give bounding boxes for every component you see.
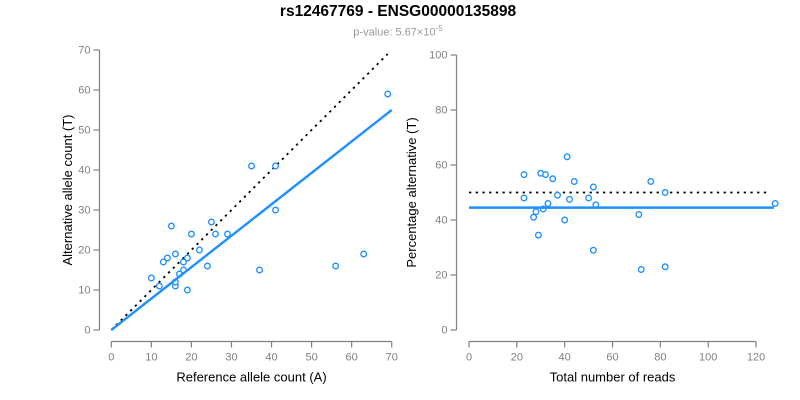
data-point [163,254,171,262]
data-point [520,194,528,202]
x-tick-label: 20 [185,352,197,364]
y-tick-label: 20 [78,245,90,257]
x-tick-label: 120 [747,352,765,364]
data-point [195,246,203,254]
x-tick-label: 30 [225,352,237,364]
y-tick-label: 70 [78,45,90,57]
data-point [207,218,215,226]
x-tick-label: 40 [559,352,571,364]
x-tick-label: 60 [606,352,618,364]
data-point [179,258,187,266]
y-tick-label: 100 [429,50,447,62]
pvalue-text: p-value: 5.67×10 [353,26,436,39]
x-tick-label: 10 [145,352,157,364]
data-point [167,222,175,230]
data-point [566,195,573,203]
data-point [637,266,645,273]
figure-subtitle: p-value: 5.67×10-5 [0,24,796,39]
y-tick-label: 20 [435,270,447,282]
x-tick-label: 70 [386,352,398,364]
x-tick-label: 60 [346,352,358,364]
data-point [647,178,655,185]
x-axis: 0 20 40 60 80 100 120 Total number of reads [466,340,765,385]
data-point [635,211,643,218]
data-point [171,250,179,258]
x-tick-label: 80 [654,352,666,364]
data-point [248,162,255,170]
y-tick-label: 50 [78,125,90,137]
data-point [589,246,597,254]
y-tick-label: 40 [78,165,90,177]
x-tick-label: 0 [466,352,472,364]
allele-counts-scatter: 0 10 20 30 40 50 60 70 Alternative allele count … [60,45,398,385]
data-point [272,206,279,214]
data-point [530,213,538,221]
y-tick-label: 30 [78,205,90,217]
data-point [183,254,191,262]
y-tick-label: 60 [435,160,447,172]
y-axis-title: Percentage alternative (T) [404,117,419,267]
data-point [384,90,392,98]
data-point [155,282,163,290]
data-point [147,274,155,282]
x-tick-label: 0 [108,352,114,364]
data-point [549,175,557,183]
data-point [661,189,669,196]
data-point [272,162,279,170]
y-tick-label: 0 [84,325,90,337]
data-point [544,200,552,207]
data-point [360,250,368,258]
pvalue-exponent: -5 [435,24,443,33]
x-tick-label: 100 [699,352,717,364]
x-tick-label: 40 [265,352,277,364]
y-tick-label: 10 [78,285,90,297]
y-tick-label: 80 [435,105,447,117]
y-tick-label: 40 [435,215,447,227]
x-axis-title: Total number of reads [550,370,676,385]
figure-title: rs12467769 - ENSG00000135898 [279,3,517,20]
x-tick-label: 50 [305,352,317,364]
identity-line [110,53,389,331]
data-point [771,200,779,207]
data-point [542,171,549,179]
y-tick-label: 0 [441,325,447,337]
y-axis: 0 20 40 60 80 100 Percentage alternative (T) [404,50,458,337]
data-point [187,230,195,238]
percentage-vs-reads-scatter: 0 20 40 60 80 100 Percentage alternative (T) 0 2… [404,50,779,385]
data-point [203,262,211,270]
y-tick-label: 60 [78,85,90,97]
data-point [561,216,569,224]
scatter-points [520,153,779,273]
data-point [159,258,167,266]
scatter-points [147,90,392,294]
data-point [332,262,340,270]
data-point [570,178,578,185]
data-point [585,194,593,202]
y-axis: 0 10 20 30 40 50 60 70 Alternative allele count … [60,45,101,337]
data-point [256,266,263,274]
data-point [224,230,231,238]
data-point [212,230,219,238]
x-tick-label: 20 [511,352,523,364]
data-point [183,286,191,294]
data-point [589,183,597,191]
data-point [520,171,528,179]
data-point [534,231,542,239]
data-point [563,153,571,161]
data-point [661,263,669,271]
x-axis: 0 10 20 30 40 50 60 70 Reference allele count (A… [108,340,398,385]
x-axis-title: Reference allele count (A) [176,370,326,385]
regression-line [110,109,393,331]
y-axis-title: Alternative allele count (T) [60,114,75,265]
data-point [532,208,540,216]
data-point [554,191,561,199]
